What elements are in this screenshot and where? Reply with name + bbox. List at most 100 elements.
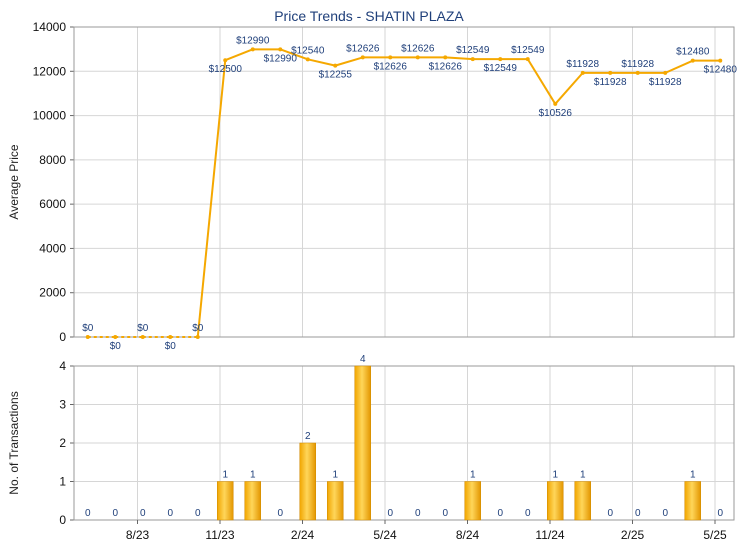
price-line-segment — [279, 48, 309, 61]
price-point — [415, 55, 420, 60]
transaction-bar — [464, 481, 481, 521]
price-data-label: $11928 — [566, 59, 599, 70]
price-point — [140, 335, 145, 339]
transaction-data-label: 0 — [415, 508, 421, 519]
transaction-bar — [684, 481, 701, 521]
x-tick-label: 2/24 — [291, 528, 315, 542]
transaction-bar — [217, 481, 234, 521]
price-data-label: $0 — [165, 341, 177, 352]
top-y-tick-label: 4000 — [39, 241, 66, 255]
price-line-segment — [445, 56, 473, 61]
price-line-segment — [664, 59, 694, 74]
transaction-data-label: 0 — [167, 508, 173, 519]
price-line-segment — [554, 72, 584, 105]
transaction-data-label: 0 — [635, 508, 641, 519]
transaction-data-label: 0 — [525, 508, 531, 519]
transaction-data-label: 0 — [387, 508, 393, 519]
x-tick-label: 8/24 — [456, 528, 480, 542]
transaction-bar — [354, 365, 371, 521]
price-point — [525, 57, 530, 62]
transaction-bar — [547, 481, 564, 521]
price-data-label: $12990 — [264, 53, 298, 64]
chart-title: Price Trends - SHATIN PLAZA — [274, 8, 464, 24]
price-data-label: $12626 — [374, 61, 408, 72]
bottom-plot-frame — [73, 365, 735, 521]
price-data-label: $12626 — [401, 43, 435, 54]
transaction-bar — [574, 481, 591, 521]
transaction-data-label: 4 — [360, 354, 366, 365]
transaction-data-label: 0 — [717, 508, 723, 519]
x-tick-label: 5/25 — [703, 528, 727, 542]
price-data-label: $12549 — [456, 45, 490, 56]
price-line-segment — [196, 60, 227, 338]
price-point — [168, 335, 173, 339]
price-point — [608, 70, 613, 75]
price-point — [278, 47, 283, 52]
x-tick-label: 11/23 — [205, 528, 234, 542]
bottom-y-tick-label: 3 — [59, 398, 66, 412]
top-y-tick-label: 0 — [59, 330, 66, 344]
bottom-y-tick-label: 0 — [59, 513, 66, 527]
price-point — [305, 57, 310, 62]
price-line-segment — [307, 58, 336, 67]
price-point — [443, 55, 448, 60]
transaction-data-label: 1 — [690, 470, 696, 481]
price-data-label: $12626 — [429, 61, 463, 72]
top-y-axis-label: Average Price — [7, 144, 21, 219]
price-data-label: $11928 — [649, 77, 682, 88]
transaction-data-label: 2 — [305, 431, 311, 442]
price-data-label: $12480 — [676, 47, 710, 58]
price-data-label: $12626 — [346, 43, 380, 54]
price-point — [580, 70, 585, 75]
price-data-label: $12540 — [291, 45, 325, 56]
price-line-segment — [526, 58, 557, 105]
price-data-label: $12549 — [511, 45, 545, 56]
x-tick-label: 2/25 — [621, 528, 645, 542]
transaction-data-label: 1 — [580, 470, 586, 481]
price-data-label: $0 — [82, 323, 94, 334]
transaction-data-label: 0 — [195, 508, 201, 519]
price-point — [470, 57, 475, 62]
top-y-tick-label: 10000 — [33, 109, 67, 123]
top-y-tick-label: 14000 — [33, 20, 67, 34]
price-point — [663, 70, 668, 75]
transaction-data-label: 0 — [85, 508, 91, 519]
price-point — [85, 335, 90, 339]
top-plot-frame — [73, 26, 735, 338]
x-tick-label: 11/24 — [535, 528, 564, 542]
transaction-data-label: 1 — [470, 470, 476, 481]
transaction-data-label: 0 — [442, 508, 448, 519]
top-y-tick-label: 8000 — [39, 153, 66, 167]
transaction-data-label: 1 — [332, 470, 338, 481]
price-data-label: $12549 — [484, 63, 518, 74]
bottom-y-tick-label: 2 — [59, 436, 66, 450]
price-data-label: $12255 — [319, 70, 353, 81]
price-point — [223, 58, 228, 63]
price-data-label: $0 — [192, 323, 204, 334]
price-point — [498, 57, 503, 62]
price-data-label: $10526 — [539, 108, 573, 119]
price-point — [113, 335, 118, 339]
transaction-bar — [299, 442, 316, 521]
price-line-chart: 0 2000 4000 6000 8000 10000 12000 14000 Average … — [7, 20, 737, 352]
top-y-tick-label: 12000 — [33, 64, 67, 78]
price-point — [360, 55, 365, 60]
transaction-data-label: 1 — [222, 470, 228, 481]
transaction-data-label: 0 — [497, 508, 503, 519]
top-y-tick-label: 6000 — [39, 197, 66, 211]
x-tick-label: 8/23 — [126, 528, 150, 542]
price-data-label: $0 — [110, 341, 122, 352]
price-point — [718, 58, 723, 63]
transactions-bar-chart: 0 1 2 3 4 No. of Transactions 0 0 0 0 0 1 1 0 2 1 4 0 0 0 1 0… — [7, 354, 735, 542]
price-data-label: $12990 — [236, 35, 270, 46]
x-tick-label: 5/24 — [373, 528, 397, 542]
transaction-data-label: 1 — [552, 470, 558, 481]
price-point — [388, 55, 393, 60]
price-data-label: $12480 — [704, 65, 738, 76]
price-point — [195, 335, 200, 339]
price-line-segment — [224, 48, 254, 62]
price-data-label: $11928 — [594, 77, 627, 88]
bottom-y-tick-label: 4 — [59, 359, 66, 373]
transaction-bar — [327, 481, 344, 521]
